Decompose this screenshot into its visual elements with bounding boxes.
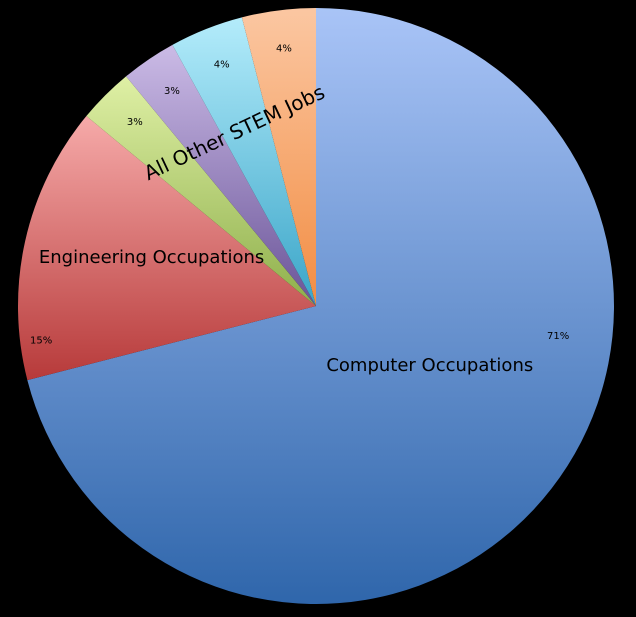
category-label-computer-occupations: Computer Occupations xyxy=(326,355,533,376)
pct-label-2: 3% xyxy=(127,117,143,128)
pie-slice-5 xyxy=(241,7,316,306)
pie-slice-4 xyxy=(172,17,316,307)
pie-slice-2 xyxy=(86,76,316,306)
pie-slice-3 xyxy=(126,44,316,307)
pie-slice-1 xyxy=(17,116,316,381)
pct-label-0: 71% xyxy=(547,331,569,342)
pct-label-3: 3% xyxy=(164,86,180,97)
pie-slices xyxy=(17,7,614,605)
pct-label-1: 15% xyxy=(30,336,52,347)
category-label-engineering-occupations: Engineering Occupations xyxy=(39,247,264,268)
pct-label-5: 4% xyxy=(276,44,292,55)
pct-label-4: 4% xyxy=(214,60,230,71)
pie-slice-0 xyxy=(27,8,614,605)
